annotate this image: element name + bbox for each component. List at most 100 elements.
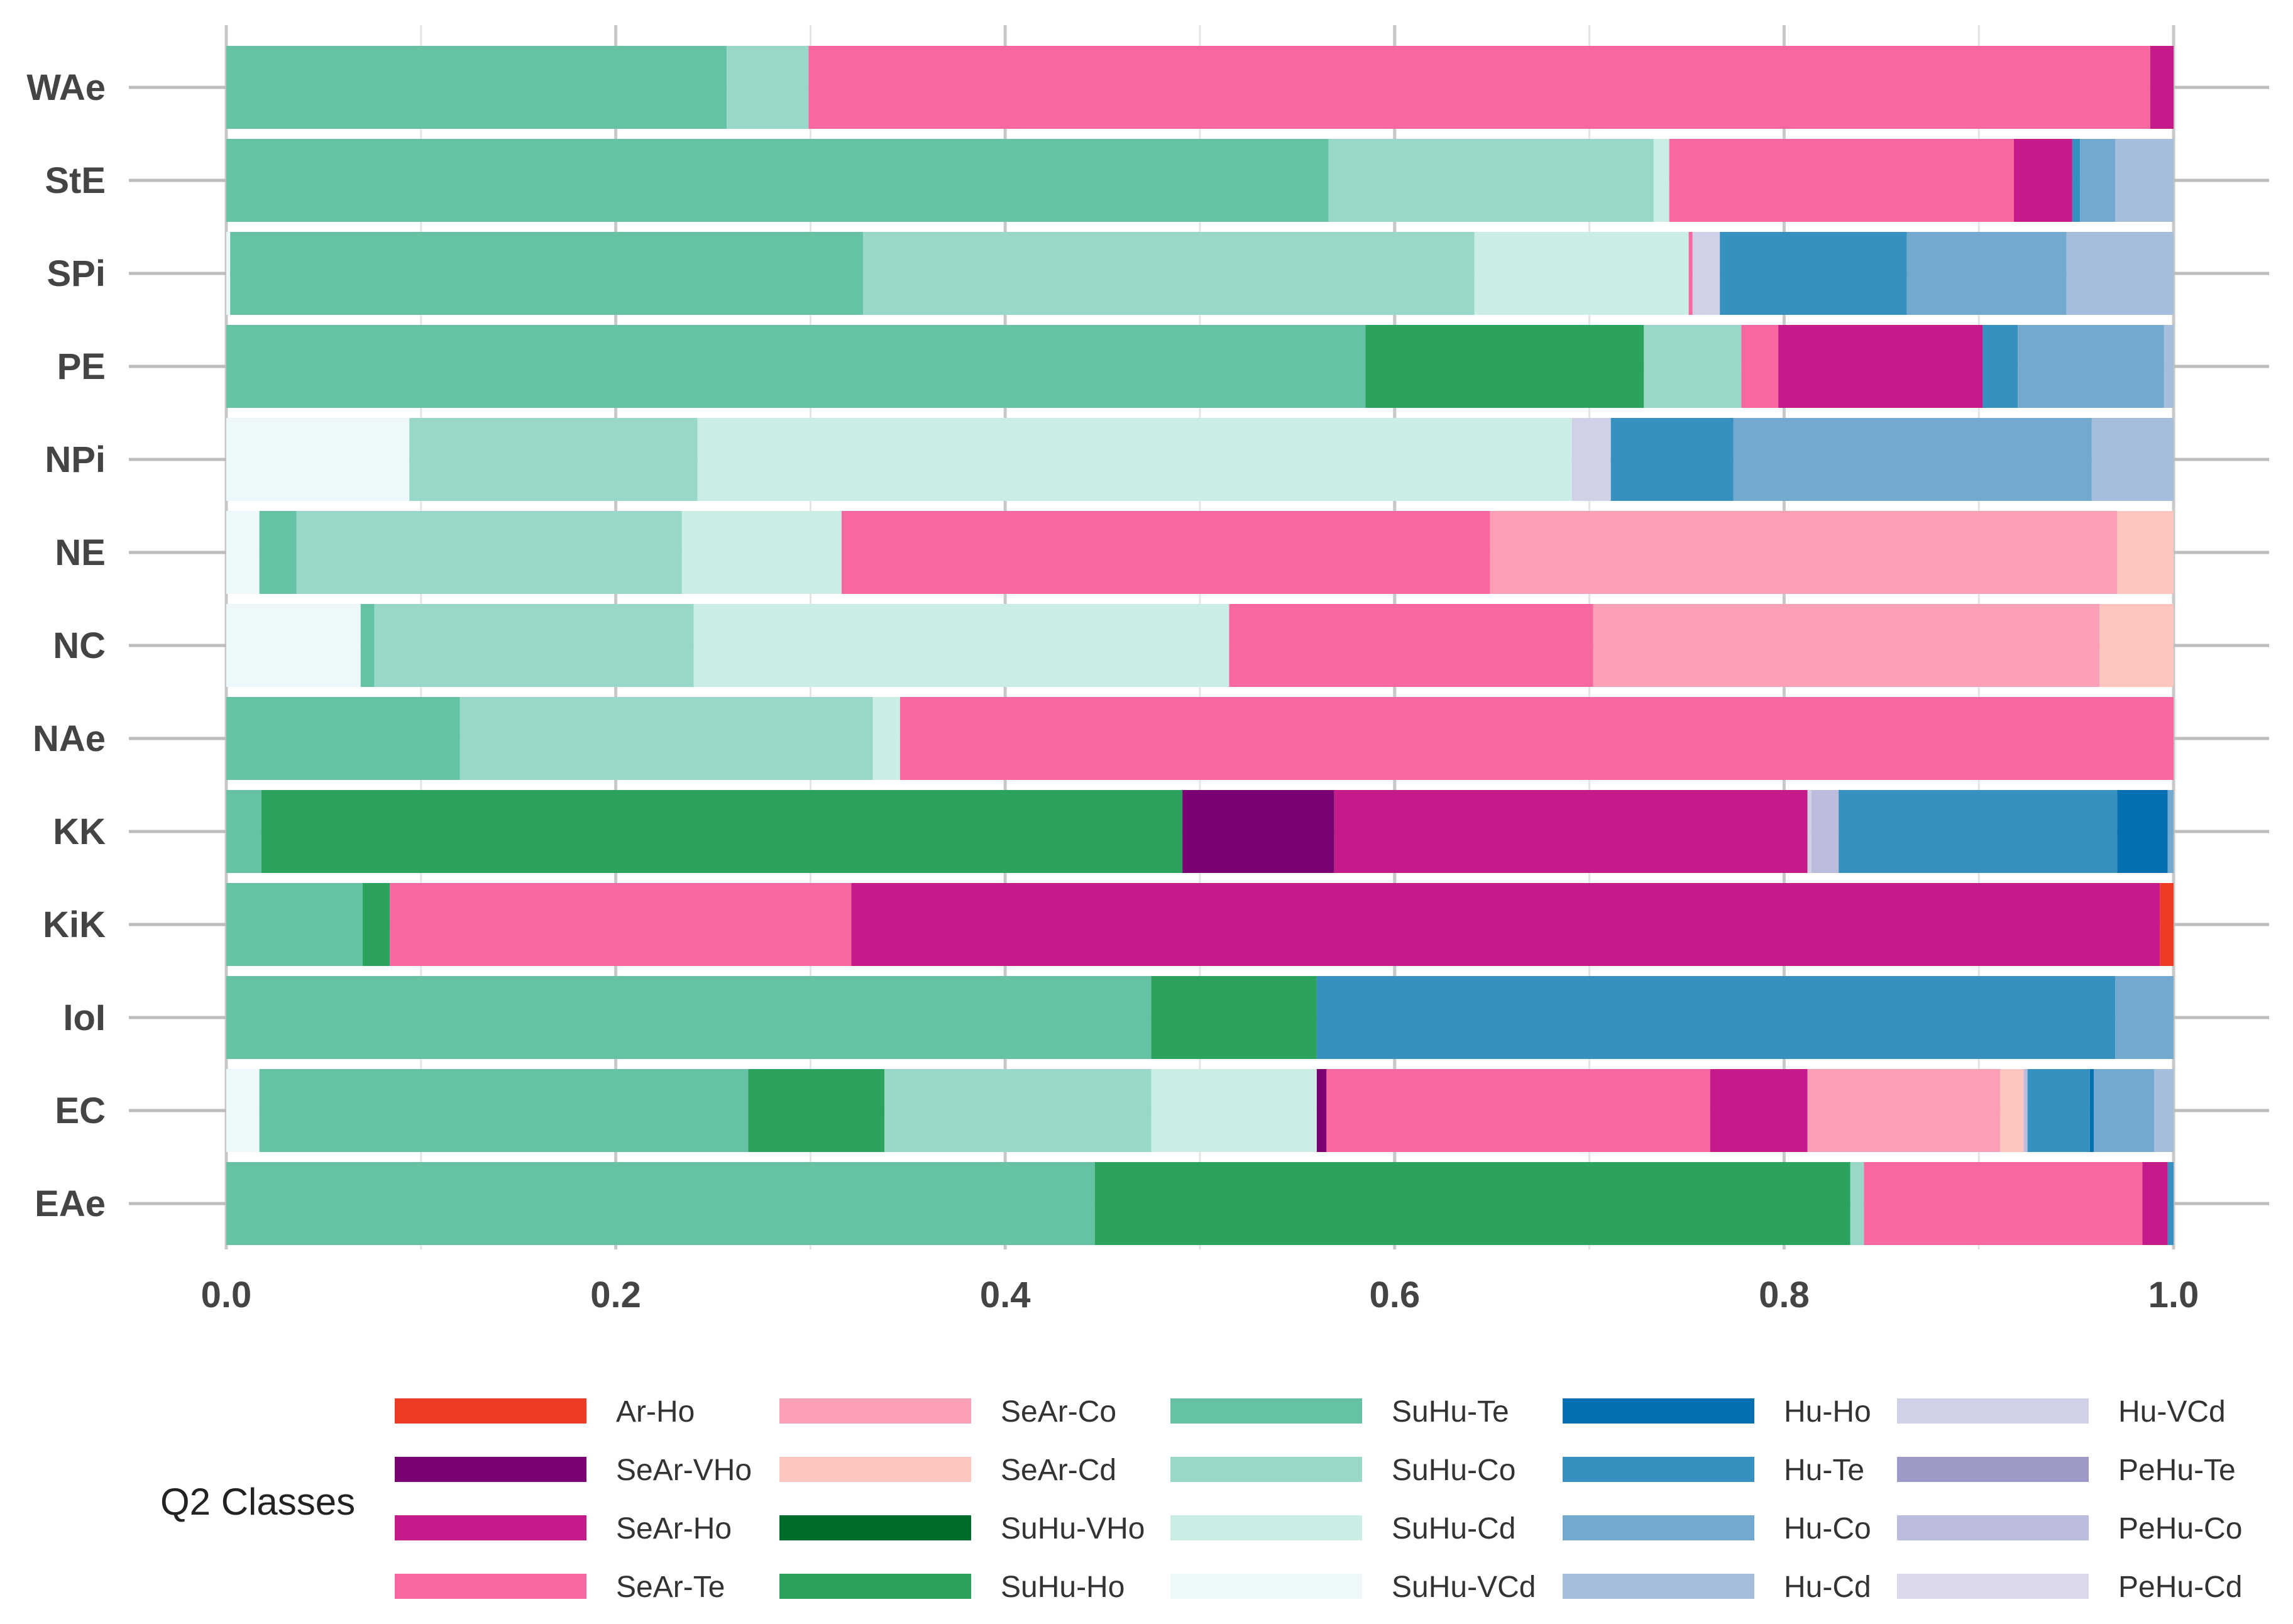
bar-segment-kik-suhu-ho [362, 883, 390, 966]
bar-segment-kk-pehu-co [1811, 790, 1839, 873]
legend-label-hu-vcd: Hu-VCd [2118, 1395, 2226, 1429]
bar-segment-ne-suhu-co [296, 511, 682, 594]
bar-segment-ioi-hu-co [2115, 976, 2174, 1059]
legend-label-sear-te: SeAr-Te [616, 1571, 725, 1604]
legend-label-sear-co: SeAr-Co [1001, 1395, 1116, 1429]
bar-segment-spi-suhu-cd [1474, 232, 1689, 315]
bar-segment-eae-hu-te [2167, 1162, 2174, 1245]
bar-segment-eae-sear-te [1864, 1162, 2143, 1245]
bar-segment-npi-hu-vcd [1571, 418, 1611, 501]
bar-segment-spi-hu-cd [2066, 232, 2174, 315]
bar-segment-pe-sear-te [1741, 325, 1779, 408]
bar-segment-wae-suhu-te [226, 46, 727, 129]
bar-segment-pe-suhu-te [226, 325, 1366, 408]
legend-key-sear-cd [779, 1457, 971, 1482]
bar-segment-pe-hu-te [1982, 325, 2018, 408]
y-tick-label-pe: PE [57, 346, 106, 387]
x-axis-labels: 0.0 0.2 0.4 0.6 0.8 1.0 [201, 1275, 2199, 1315]
bar-segment-kik-ar-ho [2160, 883, 2174, 966]
bar-segment-ec-sear-ho [1710, 1069, 1808, 1152]
legend-key-pehu-te [1897, 1457, 2089, 1482]
bar-segment-wae-suhu-co [727, 46, 809, 129]
bar-segment-ioi-suhu-te [226, 976, 1152, 1059]
legend-label-suhu-ho: SuHu-Ho [1001, 1571, 1125, 1604]
legend-key-hu-te [1563, 1457, 1754, 1482]
legend-label-suhu-vho: SuHu-VHo [1001, 1512, 1145, 1545]
legend-label-sear-vho: SeAr-VHo [616, 1454, 752, 1487]
y-tick-label-ne: NE [55, 532, 106, 573]
bar-segment-kk-suhu-te [226, 790, 261, 873]
legend-key-suhu-ho [779, 1574, 971, 1599]
y-tick-label-ste: StE [45, 160, 106, 201]
legend-key-suhu-cd [1170, 1515, 1362, 1540]
bar-segment-pe-hu-cd [2164, 325, 2174, 408]
bar-npi [226, 418, 2174, 501]
bar-segment-nae-suhu-cd [872, 697, 900, 780]
bar-segment-nc-sear-cd [2099, 604, 2174, 687]
y-tick-label-ioi: IoI [63, 997, 106, 1038]
bar-segment-ste-sear-te [1669, 139, 2014, 222]
x-tick-label-0-0: 0.0 [201, 1275, 252, 1315]
bar-segment-ec-suhu-ho [748, 1069, 885, 1152]
bar-nc [226, 604, 2174, 687]
bar-segment-nae-suhu-te [226, 697, 460, 780]
legend-key-sear-co [779, 1398, 971, 1424]
y-tick-label-nae: NAe [33, 718, 106, 759]
bar-segment-eae-sear-ho [2142, 1162, 2168, 1245]
legend-label-pehu-co: PeHu-Co [2118, 1512, 2242, 1545]
legend-label-sear-ho: SeAr-Ho [616, 1512, 732, 1545]
y-tick-label-nc: NC [53, 625, 106, 666]
legend-key-pehu-cd [1897, 1574, 2089, 1599]
y-tick-label-ec: EC [55, 1090, 106, 1131]
x-tick-label-0-4: 0.4 [980, 1275, 1031, 1315]
bar-segment-kik-sear-te [390, 883, 852, 966]
bar-wae [226, 46, 2174, 129]
bar-segment-kk-hu-co [2167, 790, 2174, 873]
legend-label-ar-ho: Ar-Ho [616, 1395, 695, 1429]
bar-segment-npi-hu-cd [2091, 418, 2174, 501]
legend-key-pehu-co [1897, 1515, 2089, 1540]
bar-segment-wae-sear-te [808, 46, 2150, 129]
bar-segment-ec-sear-te [1326, 1069, 1710, 1152]
bar-segment-ste-suhu-co [1328, 139, 1654, 222]
legend-key-sear-te [395, 1574, 586, 1599]
bar-segment-nc-suhu-te [360, 604, 375, 687]
legend-title: Q2 Classes [160, 1481, 355, 1523]
legend-label-hu-ho: Hu-Ho [1784, 1395, 1871, 1429]
bar-segment-nc-sear-te [1229, 604, 1593, 687]
bar-segment-eae-suhu-ho [1094, 1162, 1850, 1245]
bar-segment-kk-sear-ho [1334, 790, 1808, 873]
bar-segment-ec-suhu-cd [1151, 1069, 1317, 1152]
bar-segment-ne-suhu-vcd [226, 511, 260, 594]
legend-label-suhu-co: SuHu-Co [1392, 1454, 1515, 1487]
bar-segment-ste-hu-co [2080, 139, 2116, 222]
bar-segment-ec-suhu-co [884, 1069, 1152, 1152]
legend-key-hu-ho [1563, 1398, 1754, 1424]
bar-kik [226, 883, 2174, 966]
y-axis-labels: WAe StE SPi PE NPi NE NC NAe KK KiK IoI EC EAe [26, 67, 106, 1224]
bar-segment-npi-suhu-vcd [226, 418, 410, 501]
bar-segment-ioi-suhu-ho [1151, 976, 1317, 1059]
bar-ec [226, 1069, 2174, 1152]
bar-segment-kk-hu-te [1839, 790, 2118, 873]
y-tick-label-wae: WAe [26, 67, 106, 108]
bar-segment-pe-suhu-co [1644, 325, 1742, 408]
legend-label-pehu-cd: PeHu-Cd [2118, 1571, 2242, 1604]
bar-ioi [226, 976, 2174, 1059]
bar-segment-ne-suhu-cd [681, 511, 842, 594]
bar-segment-npi-hu-co [1733, 418, 2092, 501]
legend-key-hu-co [1563, 1515, 1754, 1540]
legend-key-sear-vho [395, 1457, 586, 1482]
legend-key-suhu-co [1170, 1457, 1362, 1482]
bar-segment-kik-sear-ho [851, 883, 2160, 966]
bar-segment-ec-suhu-vcd [226, 1069, 260, 1152]
y-tick-label-kik: KiK [43, 904, 106, 945]
legend-label-hu-te: Hu-Te [1784, 1454, 1864, 1487]
legend-label-hu-co: Hu-Co [1784, 1512, 1871, 1545]
bar-segment-ste-suhu-te [226, 139, 1329, 222]
bar-segment-nae-sear-te [899, 697, 2174, 780]
bar-segment-ste-suhu-cd [1653, 139, 1669, 222]
bar-segment-spi-suhu-vcd [226, 232, 231, 315]
